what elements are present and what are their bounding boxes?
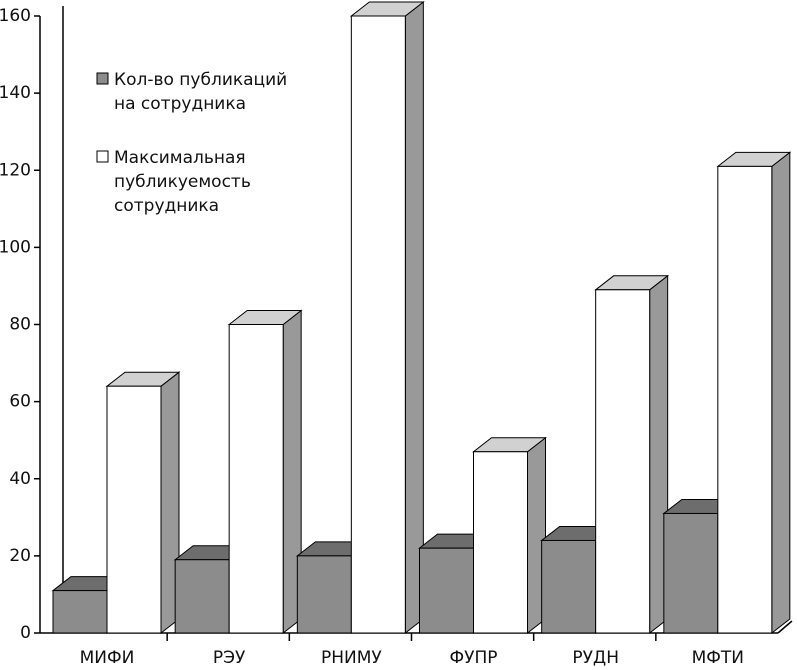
x-tick-label: РНИМУ — [321, 648, 382, 668]
x-tick-label: МФТИ — [692, 648, 744, 668]
bar — [52, 590, 108, 634]
bar — [717, 165, 773, 634]
y-tick-label: 0 — [20, 623, 31, 643]
y-tick-label: 100 — [0, 237, 31, 257]
y-tick-label: 120 — [0, 160, 31, 180]
bar — [228, 324, 284, 634]
bar-side — [771, 151, 791, 635]
bar — [350, 15, 406, 634]
bar — [541, 539, 597, 634]
x-tick-label: ФУПР — [449, 648, 497, 668]
bar — [174, 559, 230, 634]
y-tick-label: 160 — [0, 6, 31, 26]
bar — [595, 289, 651, 634]
x-tick-label: РЭУ — [213, 648, 246, 668]
bar — [473, 451, 528, 634]
y-tick-label: 60 — [9, 392, 31, 412]
bar — [106, 385, 162, 634]
y-tick-label: 80 — [9, 315, 31, 335]
x-tick-label: МИФИ — [80, 648, 135, 668]
legend-label: Максимальная публикуемость сотрудника — [114, 148, 251, 216]
y-tick-label: 40 — [9, 469, 31, 489]
x-tick-label: РУДН — [572, 648, 619, 668]
legend-swatch — [96, 72, 109, 85]
legend-label: Кол-во публикаций на сотрудника — [114, 70, 288, 114]
bar-side — [404, 0, 424, 635]
bar — [296, 555, 352, 634]
y-tick-label: 140 — [0, 83, 31, 103]
y-tick-label: 20 — [9, 546, 31, 566]
floor-edge — [777, 620, 793, 634]
bar — [419, 547, 474, 634]
legend-swatch — [96, 150, 109, 163]
bar — [663, 512, 719, 634]
